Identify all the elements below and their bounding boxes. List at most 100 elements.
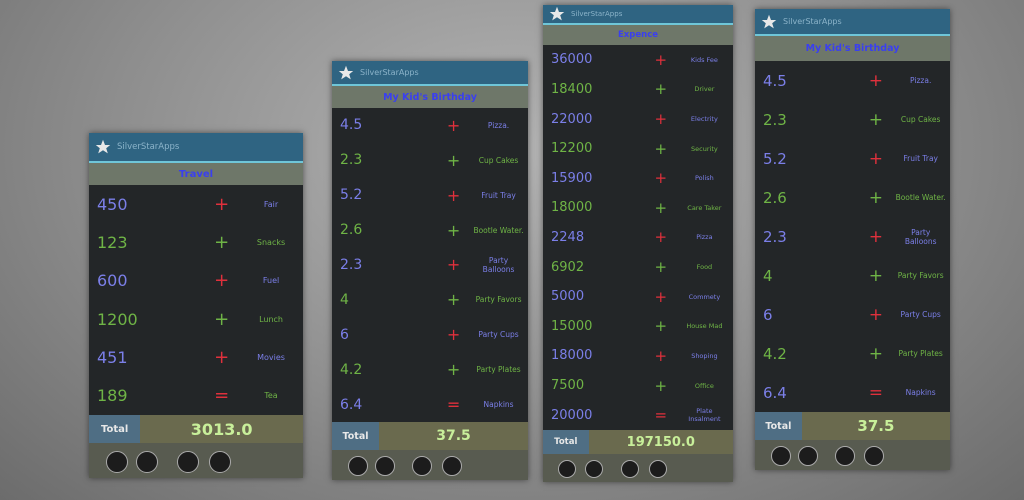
entry-operator: + bbox=[868, 226, 884, 247]
total-label: Total bbox=[89, 415, 141, 443]
camera-button[interactable] bbox=[347, 456, 368, 476]
share-button[interactable] bbox=[864, 446, 885, 466]
star-logo bbox=[761, 14, 777, 28]
entry-label: Driver bbox=[694, 85, 715, 94]
entry-operator: + bbox=[446, 220, 461, 240]
entry-operator: + bbox=[868, 187, 884, 208]
mail-button[interactable] bbox=[136, 450, 159, 473]
entry-operator: + bbox=[446, 185, 461, 205]
entry-row: 7500 + Office bbox=[543, 371, 733, 401]
entry-row: 22000 + Electrity bbox=[543, 104, 733, 134]
entry-row: 18000 + Care Taker bbox=[543, 193, 733, 223]
entry-operator: + bbox=[868, 265, 884, 286]
entry-amount: 2.3 bbox=[340, 152, 363, 169]
app-header: SilverStarApps bbox=[89, 133, 303, 163]
total-value: 37.5 bbox=[436, 428, 471, 444]
entry-operator: + bbox=[654, 346, 668, 365]
app-name: SilverStarApps bbox=[783, 17, 842, 26]
entry-operator: + bbox=[654, 169, 668, 188]
app-name: SilverStarApps bbox=[117, 142, 180, 152]
entry-row: 4.2 + Party Plates bbox=[755, 334, 950, 373]
entry-operator: + bbox=[214, 231, 230, 253]
entry-operator: + bbox=[214, 193, 230, 215]
entry-amount: 4.5 bbox=[340, 117, 363, 134]
entry-operator: + bbox=[868, 109, 884, 130]
entry-operator: + bbox=[654, 50, 668, 69]
entry-row: 123 + Snacks bbox=[89, 223, 303, 261]
sheet-title: My Kid's Birthday bbox=[755, 36, 950, 61]
entry-row: 4.5 + Pizza. bbox=[332, 108, 528, 143]
camera-button[interactable] bbox=[106, 450, 129, 473]
share-button[interactable] bbox=[649, 460, 668, 478]
entry-row: 18400 + Driver bbox=[543, 75, 733, 105]
entry-operator: + bbox=[446, 360, 461, 380]
entry-amount: 600 bbox=[97, 271, 128, 291]
entry-amount: 2.3 bbox=[763, 110, 787, 129]
entry-operator: + bbox=[446, 255, 461, 275]
entry-operator: = bbox=[214, 385, 230, 407]
entry-amount: 6 bbox=[340, 326, 349, 343]
phone-screen: SilverStarApps My Kid's Birthday 4.5 + Pizza… bbox=[332, 61, 528, 480]
entry-operator: + bbox=[654, 198, 668, 217]
entry-amount: 189 bbox=[97, 386, 128, 406]
entry-label: Plate Insalment bbox=[688, 407, 721, 424]
entry-row: 189 = Tea bbox=[89, 377, 303, 415]
entry-label: Party Cups bbox=[900, 310, 941, 319]
entry-operator: + bbox=[654, 287, 668, 306]
entry-operator: + bbox=[446, 115, 461, 135]
entry-amount: 6902 bbox=[551, 259, 585, 275]
entry-label: Party Balloons bbox=[904, 227, 937, 246]
mail-button[interactable] bbox=[797, 446, 818, 466]
entry-amount: 20000 bbox=[551, 407, 593, 423]
sheet-title: My Kid's Birthday bbox=[332, 86, 528, 108]
share-button[interactable] bbox=[208, 450, 231, 473]
entry-amount: 18400 bbox=[551, 81, 593, 97]
entry-label: Movies bbox=[257, 352, 285, 362]
entry-label: Bootle Water. bbox=[473, 225, 524, 235]
app-header: SilverStarApps bbox=[755, 9, 950, 36]
entry-row: 4.2 + Party Plates bbox=[332, 352, 528, 387]
entry-operator: + bbox=[446, 290, 461, 310]
sheet-title: Expence bbox=[543, 25, 733, 45]
phone-screen: SilverStarApps My Kid's Birthday 4.5 + Pizza… bbox=[755, 9, 950, 470]
entry-operator: + bbox=[654, 317, 668, 336]
entry-row: 15000 + House Mad bbox=[543, 312, 733, 342]
share-button[interactable] bbox=[441, 456, 462, 476]
total-label: Total bbox=[332, 422, 380, 450]
entry-label: Security bbox=[691, 144, 718, 153]
entry-amount: 6.4 bbox=[763, 383, 787, 402]
total-bar: Total 3013.0 bbox=[89, 415, 303, 443]
entry-label: Party Plates bbox=[476, 365, 521, 375]
save-button[interactable] bbox=[412, 456, 433, 476]
save-button[interactable] bbox=[834, 446, 855, 466]
entry-amount: 2248 bbox=[551, 229, 585, 245]
entry-label: Electrity bbox=[690, 115, 718, 124]
entry-label: House Mad bbox=[686, 322, 723, 331]
entry-label: Party Favors bbox=[897, 271, 944, 280]
entry-operator: + bbox=[868, 343, 884, 364]
entry-row: 20000 = Plate Insalment bbox=[543, 400, 733, 430]
entry-amount: 4 bbox=[763, 266, 773, 285]
entry-operator: + bbox=[214, 308, 230, 330]
entry-label: Food bbox=[696, 263, 713, 272]
entry-amount: 2.6 bbox=[340, 222, 363, 239]
entry-operator: + bbox=[654, 80, 668, 99]
mail-button[interactable] bbox=[584, 460, 603, 478]
save-button[interactable] bbox=[176, 450, 199, 473]
entry-amount: 5.2 bbox=[763, 149, 787, 168]
camera-button[interactable] bbox=[770, 446, 791, 466]
entry-operator: + bbox=[868, 70, 884, 91]
entry-row: 2.3 + Cup Cakes bbox=[332, 143, 528, 178]
entry-row: 2.6 + Bootle Water. bbox=[755, 178, 950, 217]
save-button[interactable] bbox=[620, 460, 639, 478]
entry-row: 6902 + Food bbox=[543, 252, 733, 282]
mail-button[interactable] bbox=[375, 456, 396, 476]
star-logo bbox=[549, 6, 565, 21]
camera-button[interactable] bbox=[558, 460, 577, 478]
entry-label: Pizza. bbox=[487, 120, 510, 130]
entry-label: Care Taker bbox=[687, 203, 722, 212]
entry-row: 12200 + Security bbox=[543, 134, 733, 164]
entry-amount: 450 bbox=[97, 194, 128, 214]
total-value: 3013.0 bbox=[190, 419, 253, 439]
